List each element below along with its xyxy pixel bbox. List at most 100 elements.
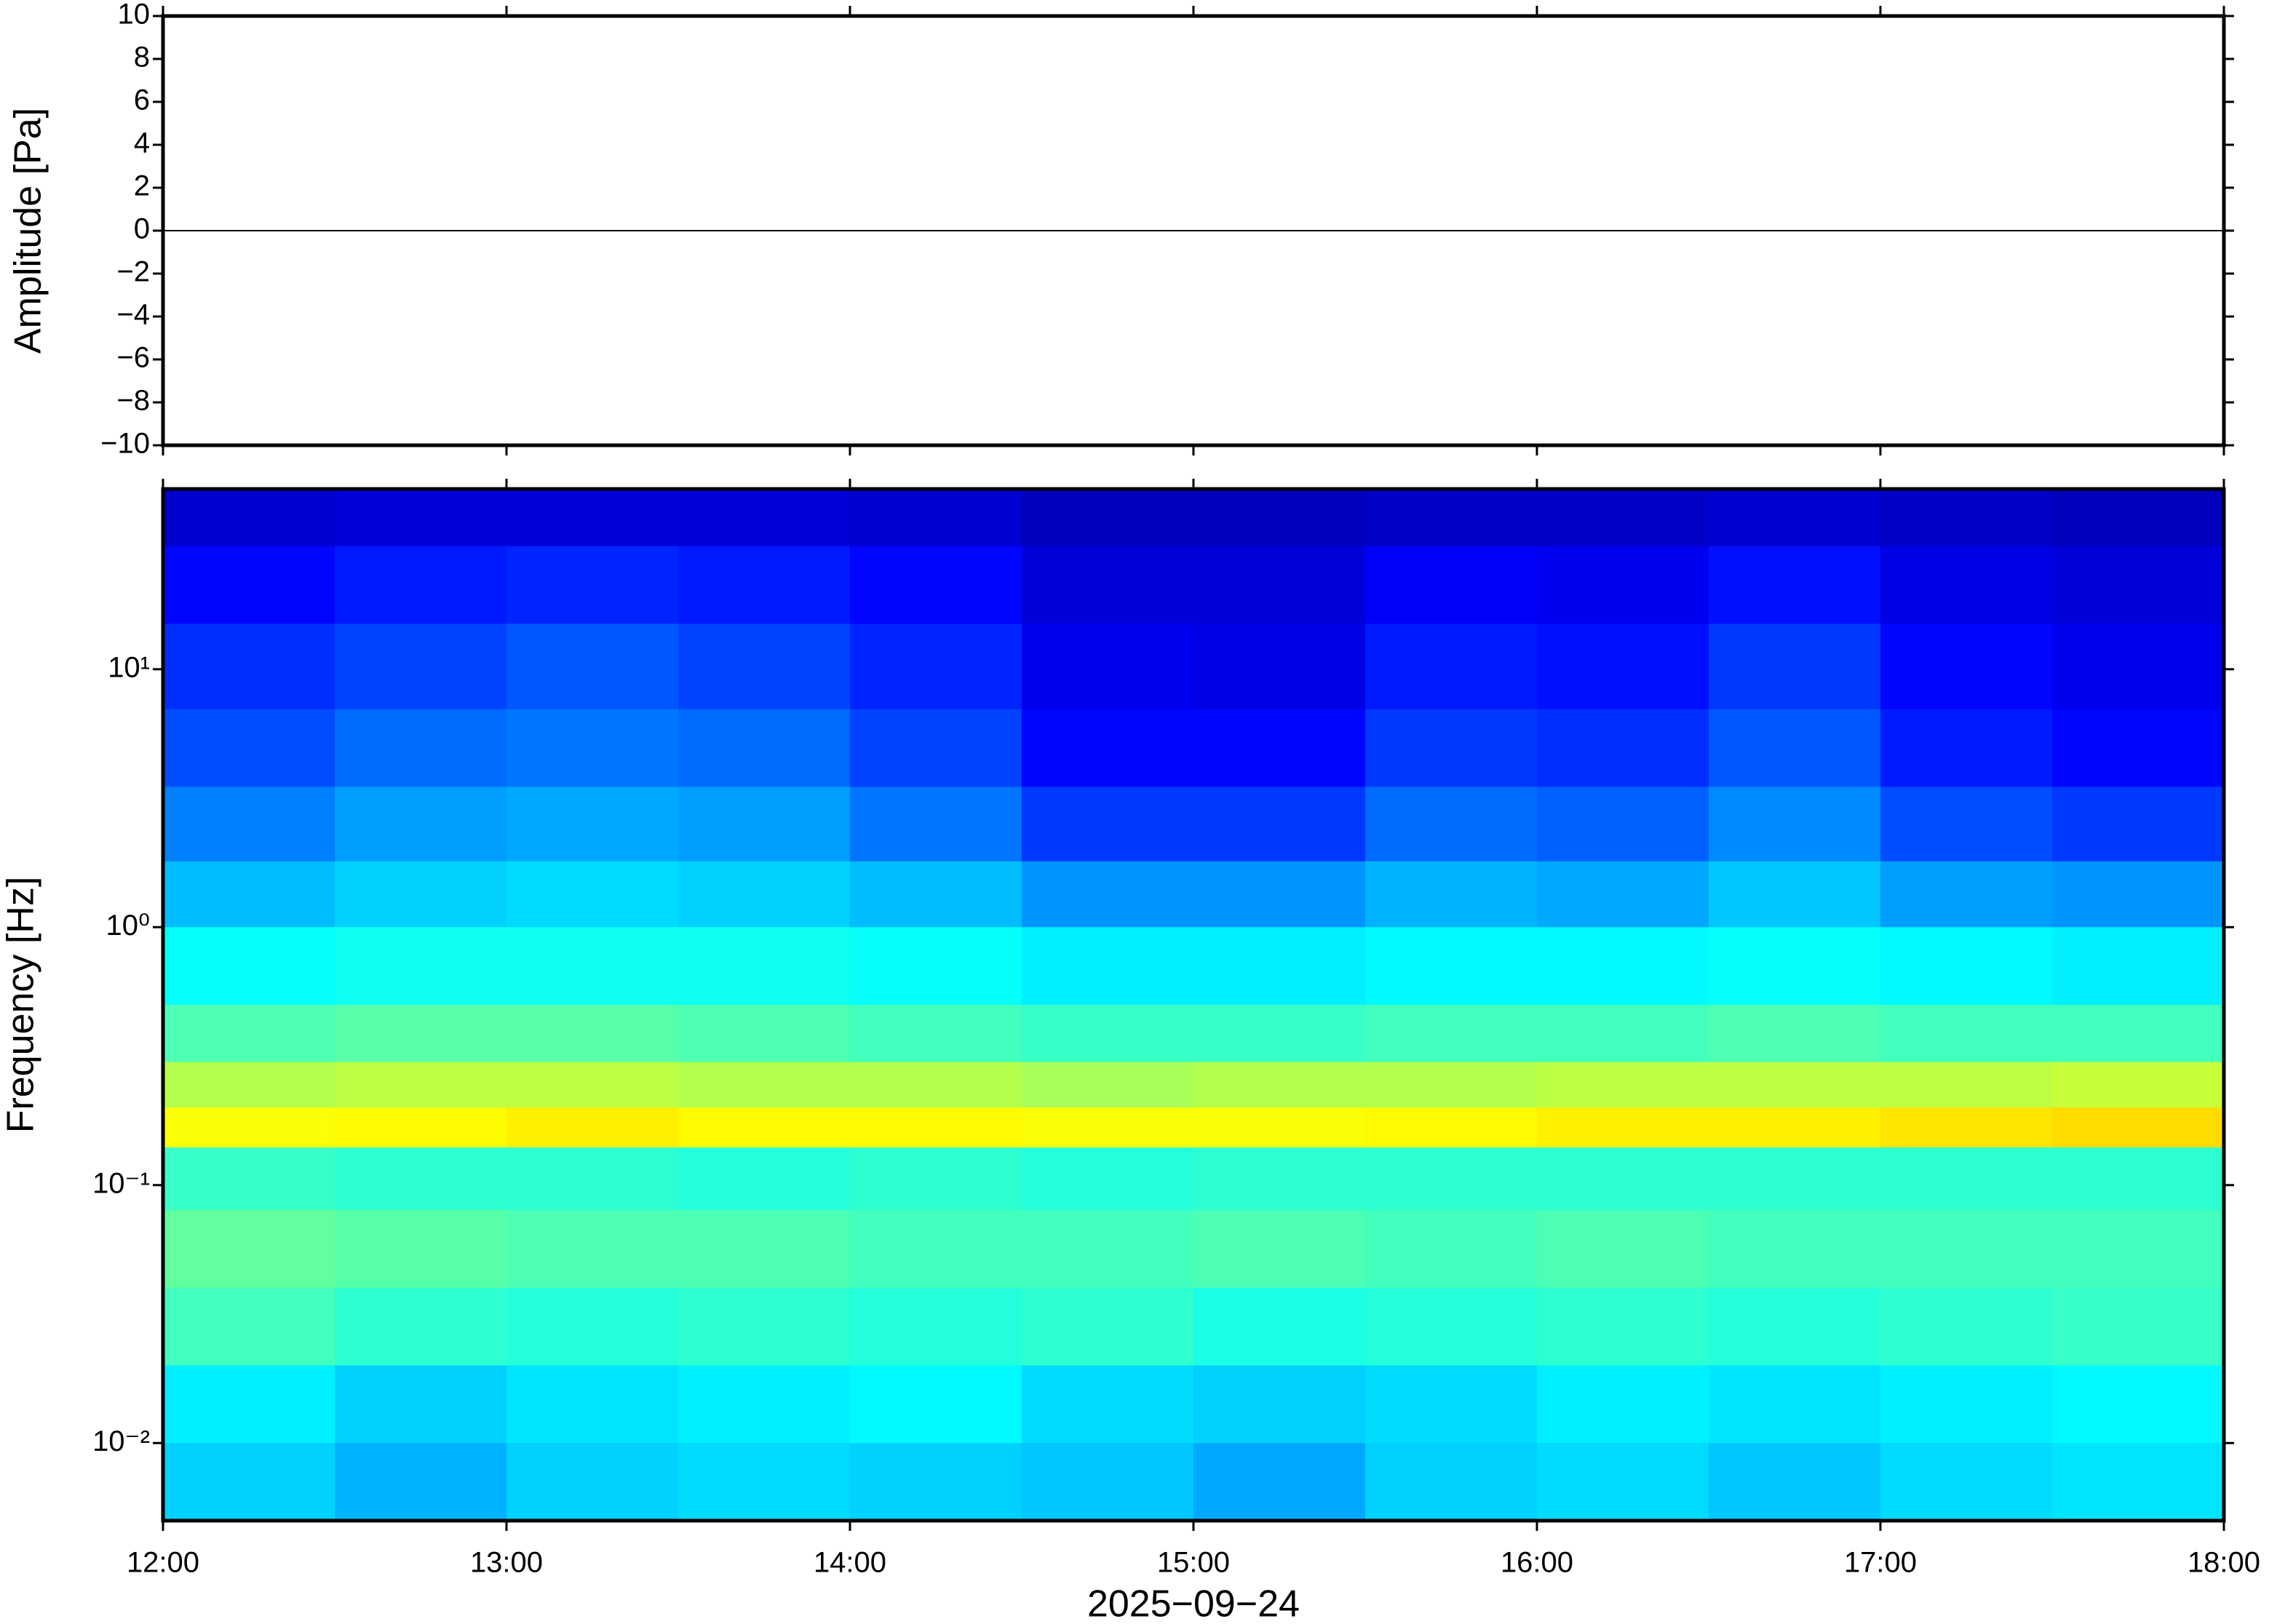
spectrogram-cell xyxy=(163,709,335,787)
spectrogram-cell xyxy=(850,546,1022,624)
spectrogram-cell xyxy=(850,927,1022,1006)
spectrogram-cell xyxy=(678,624,851,710)
spectrogram-cell xyxy=(335,1005,507,1063)
spectrogram-cell xyxy=(1022,1210,1194,1289)
spectrogram-cell xyxy=(1022,787,1194,862)
spectrogram-cell xyxy=(1709,861,1881,928)
spectrogram-cell xyxy=(1365,927,1538,1006)
spectrogram-cell xyxy=(1365,1147,1538,1211)
spectrogram-cell xyxy=(850,624,1022,710)
spectrogram-cell xyxy=(1880,624,2053,710)
y-tick-label: 10 xyxy=(118,0,151,31)
x-tick-label: 13:00 xyxy=(470,1547,543,1579)
spectrogram-cell xyxy=(2052,1005,2225,1063)
spectrogram-cell xyxy=(506,1062,679,1108)
spectrogram-cell xyxy=(2052,1287,2225,1366)
spectrogram-cell xyxy=(678,546,851,624)
spectrogram-cell xyxy=(1880,1147,2053,1211)
spectrogram-cell xyxy=(1365,709,1538,787)
spectrogram-cell xyxy=(163,489,335,547)
y-tick-label: −4 xyxy=(116,299,150,331)
spectrogram-cell xyxy=(335,489,507,547)
spectrogram-cell xyxy=(163,1443,335,1521)
spectrogram-cell xyxy=(163,927,335,1006)
spectrogram-cell xyxy=(335,787,507,862)
spectrogram-cell xyxy=(1880,489,2053,547)
spectrogram-cell xyxy=(1709,1107,1881,1148)
x-tick-label: 15:00 xyxy=(1157,1547,1230,1579)
spectrogram-cell xyxy=(678,787,851,862)
spectrogram-cell xyxy=(1709,927,1881,1006)
spectrogram-cell xyxy=(1365,489,1538,547)
spectrogram-cell xyxy=(678,861,851,928)
spectrogram-cell xyxy=(1365,1443,1538,1521)
spectrogram-cell xyxy=(1537,1443,1709,1521)
spectrogram-cell xyxy=(1022,861,1194,928)
spectrogram-cell xyxy=(1193,861,1366,928)
spectrogram-cell xyxy=(1880,709,2053,787)
spectrogram-cell xyxy=(1193,624,1366,710)
spectrogram-cell xyxy=(2052,1210,2225,1289)
spectrogram-cell xyxy=(1365,1287,1538,1366)
spectrogram-cell xyxy=(1537,861,1709,928)
spectrogram-cell xyxy=(678,1147,851,1211)
spectrogram-cell xyxy=(506,1210,679,1289)
amplitude-axis-label: Amplitude [Pa] xyxy=(7,108,49,354)
spectrogram-cell xyxy=(850,1443,1022,1521)
spectrogram-cell xyxy=(335,861,507,928)
spectrogram-cell xyxy=(1365,546,1538,624)
spectrogram-cell xyxy=(850,709,1022,787)
spectrogram-cell xyxy=(850,787,1022,862)
spectrogram-cell xyxy=(163,787,335,862)
spectrogram-cell xyxy=(678,709,851,787)
spectrogram-cell xyxy=(1537,1287,1709,1366)
spectrogram-cell xyxy=(1365,624,1538,710)
spectrogram-cell xyxy=(1022,1287,1194,1366)
date-label: 2025−09−24 xyxy=(1087,1583,1300,1624)
spectrogram-cell xyxy=(163,1005,335,1063)
spectrogram-cell xyxy=(850,489,1022,547)
spectrogram-cell xyxy=(506,489,679,547)
spectrogram-cell xyxy=(1709,1443,1881,1521)
spectrogram-cell xyxy=(678,1443,851,1521)
spectrogram-cell xyxy=(1880,1062,2053,1108)
spectrogram-cell xyxy=(2052,787,2225,862)
spectrogram-cell xyxy=(1537,624,1709,710)
spectrogram-cell xyxy=(335,709,507,787)
spectrogram-cell xyxy=(1193,709,1366,787)
spectrogram-cell xyxy=(1193,1443,1366,1521)
spectrogram-cell xyxy=(1193,787,1366,862)
spectrogram-cell xyxy=(1193,489,1366,547)
spectrogram-cell xyxy=(335,1443,507,1521)
x-tick-label: 16:00 xyxy=(1501,1547,1573,1579)
spectrogram-cell xyxy=(850,861,1022,928)
spectrogram-cell xyxy=(1022,546,1194,624)
frequency-axis-label: Frequency [Hz] xyxy=(0,877,42,1134)
spectrogram-cell xyxy=(1193,1005,1366,1063)
y-tick-label: 10¹ xyxy=(108,651,150,683)
spectrogram-cell xyxy=(850,1147,1022,1211)
spectrogram-cell xyxy=(1709,1365,1881,1444)
spectrogram-cell xyxy=(1022,1107,1194,1148)
spectrogram-cell xyxy=(335,1287,507,1366)
spectrogram-cell xyxy=(850,1210,1022,1289)
spectrogram-cell xyxy=(850,1062,1022,1108)
x-tick-label: 14:00 xyxy=(814,1547,886,1579)
spectrogram-cell xyxy=(1880,1107,2053,1148)
spectrogram-cell xyxy=(678,1210,851,1289)
spectrogram-cell xyxy=(163,1287,335,1366)
spectrogram-cell xyxy=(1022,1365,1194,1444)
spectrogram-cell xyxy=(1193,927,1366,1006)
spectrogram-cell xyxy=(335,1210,507,1289)
spectrogram-cell xyxy=(1537,489,1709,547)
spectrogram-cell xyxy=(1880,927,2053,1006)
spectrogram-cell xyxy=(506,927,679,1006)
spectrogram-cell xyxy=(1709,709,1881,787)
spectrogram-cell xyxy=(1537,1062,1709,1108)
spectrogram-cell xyxy=(2052,927,2225,1006)
spectrogram-cell xyxy=(1365,787,1538,862)
x-tick-label: 18:00 xyxy=(2187,1547,2260,1579)
spectrogram-cell xyxy=(1365,1210,1538,1289)
spectrogram-cell xyxy=(1709,489,1881,547)
